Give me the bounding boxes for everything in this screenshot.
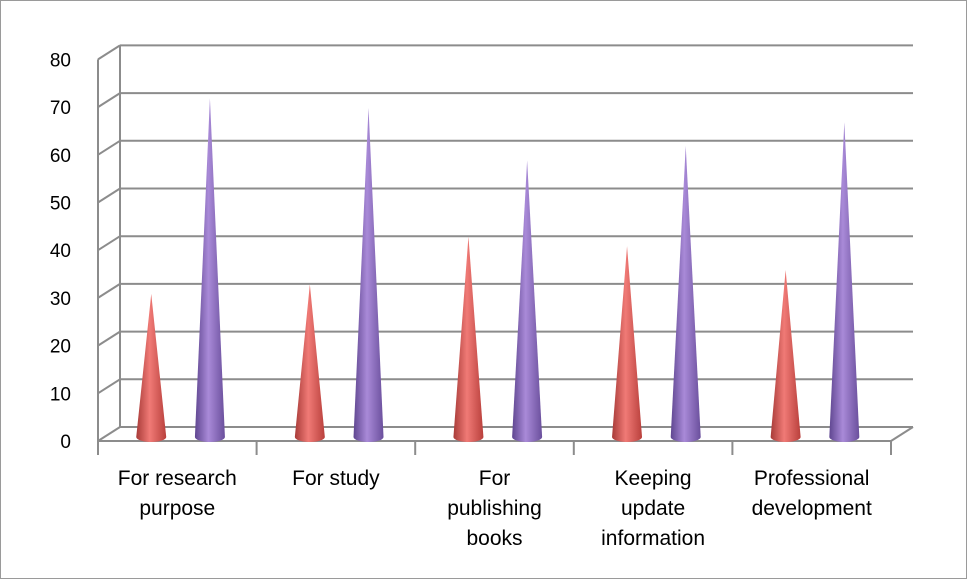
axes (97, 45, 914, 455)
gridline-side-0 (97, 426, 121, 442)
x-category-label-0: For research purpose (118, 467, 237, 520)
y-tick-label-40: 40 (50, 241, 71, 262)
x-category-label-2: For publishing books (447, 467, 542, 550)
y-tick-label-70: 70 (50, 98, 71, 119)
cone-series1-1 (294, 284, 325, 443)
gridline-side-10 (97, 378, 121, 395)
y-tick-label-80: 80 (50, 50, 71, 71)
gridline-side-30 (97, 283, 121, 299)
cone-series1-0 (136, 293, 167, 443)
y-tick-label-60: 60 (50, 146, 71, 167)
gridline-side-20 (97, 330, 121, 347)
cone-series2-3 (670, 146, 701, 443)
cone-series2-0 (194, 98, 225, 443)
floor-right-edge (890, 426, 914, 442)
x-category-label-3: Keeping update information (601, 467, 705, 550)
x-axis-category-labels: For research purpose For study For publishin… (118, 467, 872, 550)
cone-series1-2 (453, 236, 484, 443)
cones (136, 98, 860, 443)
y-axis-tick-labels: 0 10 20 30 40 50 60 70 80 (50, 50, 71, 453)
cone-series2-4 (829, 122, 860, 443)
x-category-label-4: Professional development (752, 467, 872, 520)
gridline-side-40 (97, 235, 121, 252)
y-tick-label-10: 10 (50, 384, 71, 405)
x-category-label-1: For study (292, 467, 380, 490)
gridlines (97, 44, 913, 442)
cone-series2-1 (353, 107, 384, 443)
y-tick-label-0: 0 (60, 432, 71, 453)
gridline-side-50 (97, 187, 121, 204)
y-tick-label-30: 30 (50, 289, 71, 310)
y-tick-label-50: 50 (50, 194, 71, 215)
cone-series1-4 (770, 270, 801, 443)
y-tick-label-20: 20 (50, 337, 71, 358)
cone-series1-3 (612, 246, 643, 443)
gridline-side-60 (97, 139, 121, 156)
cone-series2-2 (512, 160, 543, 443)
gridline-side-70 (97, 92, 121, 108)
gridline-side-80 (97, 44, 121, 61)
